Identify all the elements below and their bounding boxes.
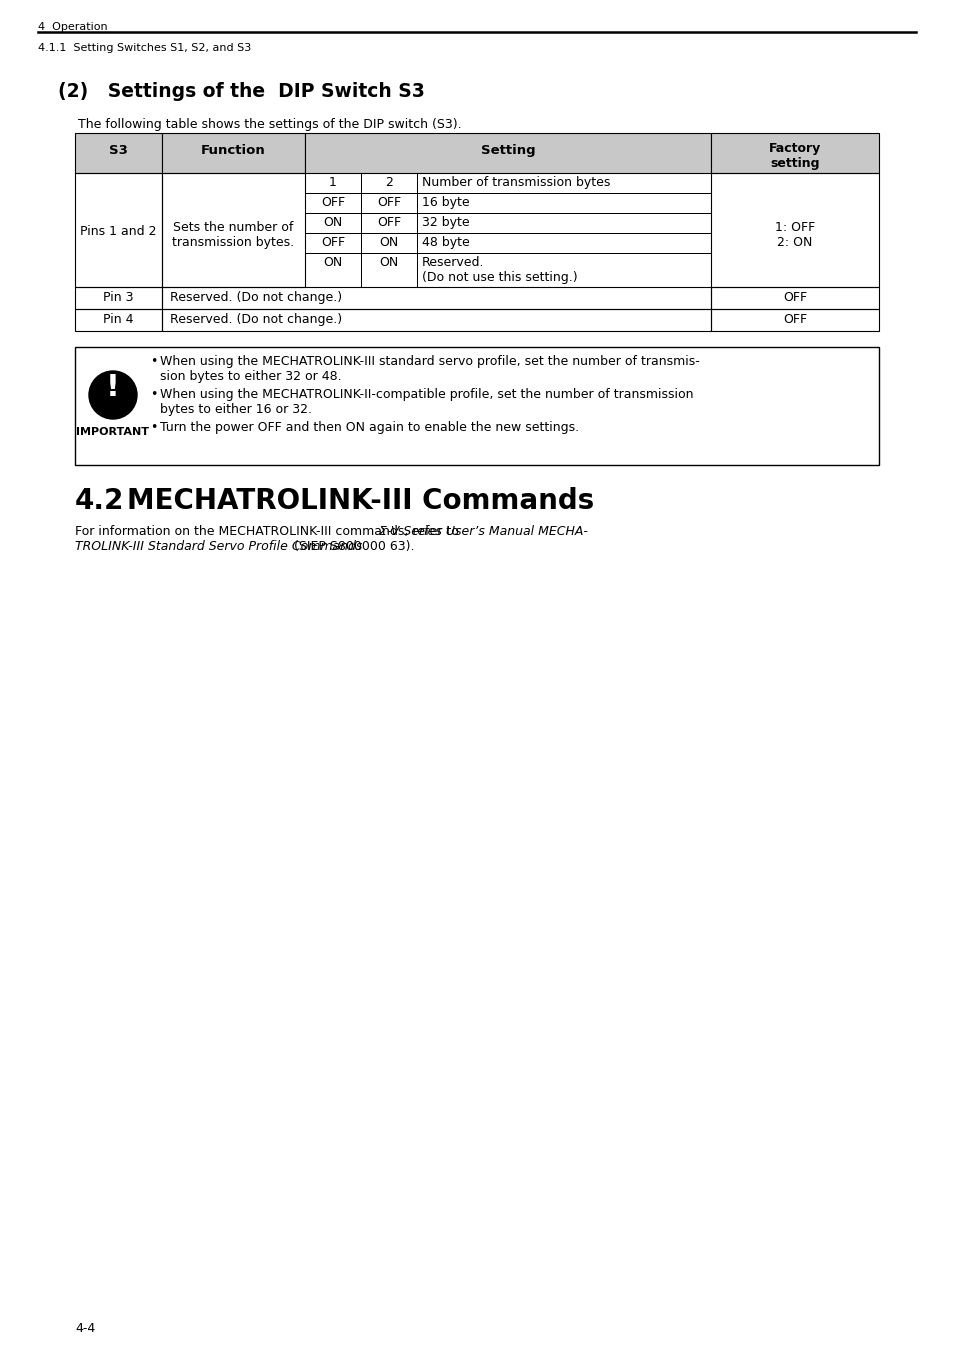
Bar <box>360 252 416 288</box>
Text: OFF: OFF <box>782 313 806 325</box>
Bar <box>162 288 710 309</box>
Bar <box>360 234 416 252</box>
Text: 4.1.1  Setting Switches S1, S2, and S3: 4.1.1 Setting Switches S1, S2, and S3 <box>38 43 251 53</box>
Text: When using the MECHATROLINK-III standard servo profile, set the number of transm: When using the MECHATROLINK-III standard… <box>160 355 699 383</box>
Bar <box>162 309 710 331</box>
Bar <box>162 173 305 288</box>
Bar <box>75 288 162 309</box>
Bar <box>360 193 416 213</box>
Bar <box>416 234 710 252</box>
Bar <box>416 213 710 234</box>
Bar <box>75 309 162 331</box>
Text: Reserved. (Do not change.): Reserved. (Do not change.) <box>170 292 342 304</box>
Text: Reserved. (Do not change.): Reserved. (Do not change.) <box>170 313 342 325</box>
Text: •: • <box>150 355 157 369</box>
Text: Setting: Setting <box>480 144 535 157</box>
Circle shape <box>89 371 137 418</box>
Text: S3: S3 <box>109 144 128 157</box>
Text: 48 byte: 48 byte <box>421 236 469 248</box>
Text: 4.2: 4.2 <box>75 487 124 514</box>
Text: ON: ON <box>323 256 342 269</box>
Bar <box>416 193 710 213</box>
Text: OFF: OFF <box>320 196 345 209</box>
Text: OFF: OFF <box>782 292 806 304</box>
Text: 1: OFF
2: ON: 1: OFF 2: ON <box>774 221 814 248</box>
Text: Sets the number of
transmission bytes.: Sets the number of transmission bytes. <box>172 221 294 248</box>
Text: For information on the MECHATROLINK-III commands, refer to: For information on the MECHATROLINK-III … <box>75 525 462 539</box>
Text: ON: ON <box>379 256 398 269</box>
Text: OFF: OFF <box>376 196 400 209</box>
Text: OFF: OFF <box>320 236 345 248</box>
Text: 4  Operation: 4 Operation <box>38 22 108 32</box>
Text: The following table shows the settings of the DIP switch (S3).: The following table shows the settings o… <box>78 117 461 131</box>
Bar <box>710 309 878 331</box>
Bar <box>305 252 360 288</box>
Text: Factory
setting: Factory setting <box>768 142 821 170</box>
Text: (2)   Settings of the  DIP Switch S3: (2) Settings of the DIP Switch S3 <box>58 82 424 101</box>
Bar <box>360 213 416 234</box>
Text: Number of transmission bytes: Number of transmission bytes <box>421 176 610 189</box>
Text: Function: Function <box>201 144 266 157</box>
Bar <box>75 134 162 173</box>
Text: Pins 1 and 2: Pins 1 and 2 <box>80 225 156 238</box>
Bar <box>75 347 878 464</box>
Text: 16 byte: 16 byte <box>421 196 469 209</box>
Bar <box>416 252 710 288</box>
Text: Turn the power OFF and then ON again to enable the new settings.: Turn the power OFF and then ON again to … <box>160 421 578 433</box>
Text: TROLINK-III Standard Servo Profile Commands: TROLINK-III Standard Servo Profile Comma… <box>75 540 362 553</box>
Text: •: • <box>150 387 157 401</box>
Text: Pin 4: Pin 4 <box>103 313 133 325</box>
Bar <box>710 134 878 173</box>
Bar <box>305 234 360 252</box>
Bar <box>75 173 162 288</box>
Bar <box>360 173 416 193</box>
Text: 4-4: 4-4 <box>75 1322 95 1335</box>
Text: 32 byte: 32 byte <box>421 216 469 230</box>
Bar <box>305 193 360 213</box>
Text: OFF: OFF <box>376 216 400 230</box>
Bar <box>305 173 360 193</box>
Bar <box>710 173 878 288</box>
Text: 1: 1 <box>329 176 336 189</box>
Text: 2: 2 <box>385 176 393 189</box>
Text: Pin 3: Pin 3 <box>103 292 133 304</box>
Bar <box>162 134 305 173</box>
Bar <box>416 173 710 193</box>
Text: (SIEP S800000 63).: (SIEP S800000 63). <box>290 540 414 553</box>
Text: When using the MECHATROLINK-II-compatible profile, set the number of transmissio: When using the MECHATROLINK-II-compatibl… <box>160 387 693 416</box>
Text: ON: ON <box>323 216 342 230</box>
Bar <box>710 288 878 309</box>
Text: MECHATROLINK-III Commands: MECHATROLINK-III Commands <box>127 487 594 514</box>
Bar <box>305 134 710 173</box>
Text: •: • <box>150 421 157 433</box>
Text: Reserved.
(Do not use this setting.): Reserved. (Do not use this setting.) <box>421 256 577 284</box>
Text: Σ-V Series User’s Manual MECHA-: Σ-V Series User’s Manual MECHA- <box>378 525 587 539</box>
Bar <box>305 213 360 234</box>
Text: !: ! <box>106 373 120 401</box>
Text: ON: ON <box>379 236 398 248</box>
Text: IMPORTANT: IMPORTANT <box>76 427 150 437</box>
